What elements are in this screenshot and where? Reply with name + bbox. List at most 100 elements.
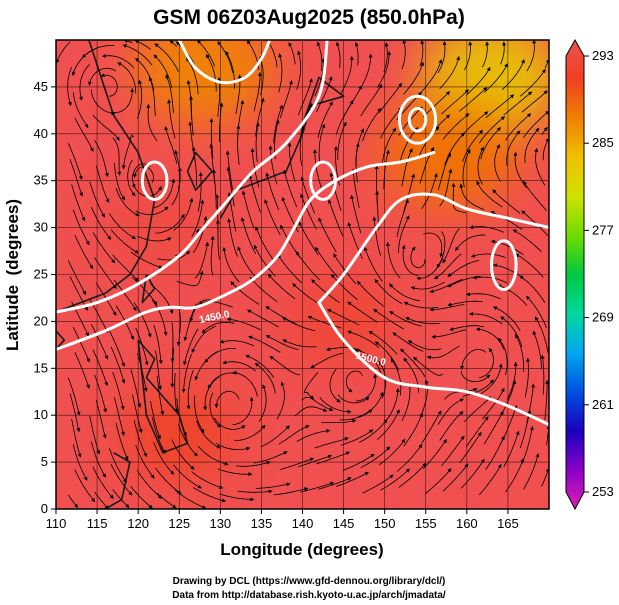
streamline-65 xyxy=(421,410,442,444)
streamline-107 xyxy=(301,396,334,412)
streamline-289 xyxy=(90,206,112,240)
x-tick-label-125: 125 xyxy=(168,516,190,531)
streamline-358 xyxy=(524,127,540,163)
streamline-415 xyxy=(205,54,217,92)
streamline-277 xyxy=(328,199,344,237)
streamline-12 xyxy=(317,477,352,490)
streamline-13 xyxy=(336,471,369,487)
streamline-110 xyxy=(355,373,378,402)
grid-lines xyxy=(55,40,549,510)
height-contour-2 xyxy=(317,192,549,305)
streamline-205 xyxy=(311,279,340,303)
streamline-45 xyxy=(503,430,520,467)
streamline-79 xyxy=(214,417,246,430)
streamline-103 xyxy=(209,392,222,428)
streamline-369 xyxy=(255,97,265,137)
streamline-84 xyxy=(321,419,357,424)
x-tick-label-120: 120 xyxy=(127,516,149,531)
streamline-139 xyxy=(460,371,491,383)
streamline-206 xyxy=(330,273,358,301)
streamline-39 xyxy=(378,438,406,466)
streamline-264 xyxy=(74,234,94,270)
streamline-129 xyxy=(222,360,256,372)
streamline-432 xyxy=(67,67,72,107)
streamline-160 xyxy=(368,330,398,355)
closed-contour-2 xyxy=(397,94,438,145)
streamline-352 xyxy=(399,126,419,162)
streamline-7 xyxy=(219,493,255,502)
streamline-102 xyxy=(194,395,205,434)
streamline-221 xyxy=(176,270,204,287)
streamline-268 xyxy=(155,213,185,234)
streamline-339 xyxy=(127,159,136,197)
streamline-409 xyxy=(90,89,116,116)
streamline-389 xyxy=(165,74,174,114)
streamline-174 xyxy=(183,328,199,366)
plot-area: 1450.0 1500.0 xyxy=(55,39,550,510)
streamline-387 xyxy=(136,79,143,119)
streamline-269 xyxy=(173,197,194,231)
streamline-96 xyxy=(69,393,81,433)
streamline-42 xyxy=(441,435,465,467)
streamline-454 xyxy=(526,40,537,72)
streamline-304 xyxy=(403,173,416,212)
streamline-398 xyxy=(360,84,383,117)
streamline-250 xyxy=(255,226,275,261)
streamline-354 xyxy=(444,132,465,165)
streamline-86 xyxy=(357,391,384,418)
streamline-204 xyxy=(292,283,322,306)
height-contour-4 xyxy=(177,40,272,85)
streamline-381 xyxy=(505,113,532,141)
streamline-218 xyxy=(113,279,137,312)
streamline-201 xyxy=(230,281,260,305)
streamline-243 xyxy=(130,251,163,269)
streamline-294 xyxy=(197,171,203,212)
streamline-140 xyxy=(479,347,495,379)
streamline-142 xyxy=(514,333,524,373)
streamline-433 xyxy=(78,64,90,101)
streamline-21 xyxy=(505,458,525,493)
streamline-19 xyxy=(460,458,485,489)
streamline-390 xyxy=(186,79,192,120)
streamline-85 xyxy=(339,409,373,421)
streamline-100 xyxy=(150,401,161,440)
closed-contour-0 xyxy=(140,160,169,201)
streamline-72 xyxy=(71,418,82,458)
streamline-335 xyxy=(534,147,546,186)
streamline-182 xyxy=(327,308,360,326)
streamline-91 xyxy=(464,396,492,423)
streamline-435 xyxy=(101,53,135,69)
streamline-401 xyxy=(423,91,451,118)
x-tick-label-135: 135 xyxy=(251,516,273,531)
streamline-290 xyxy=(109,213,137,240)
streamline-327 xyxy=(383,149,390,190)
streamline-233 xyxy=(401,244,419,276)
streamline-350 xyxy=(355,128,365,167)
streamline-380 xyxy=(478,116,506,144)
streamline-428 xyxy=(483,63,508,93)
streamline-246 xyxy=(192,216,208,254)
streamline-10 xyxy=(273,487,309,496)
streamline-349 xyxy=(337,121,347,161)
streamline-317 xyxy=(174,149,181,190)
streamline-153 xyxy=(219,339,255,347)
streamline-404 xyxy=(485,94,515,119)
streamline-95 xyxy=(544,379,549,420)
streamline-283 xyxy=(442,228,460,264)
streamline-305 xyxy=(421,173,438,210)
streamline-138 xyxy=(412,356,444,376)
streamline-348 xyxy=(318,123,326,163)
streamline-412 xyxy=(135,57,155,91)
x-tick-label-155: 155 xyxy=(415,516,437,531)
streamline-436 xyxy=(122,44,153,66)
streamline-166 xyxy=(500,316,523,347)
streamline-410 xyxy=(100,73,118,97)
streamline-420 xyxy=(314,57,326,97)
streamline-40 xyxy=(396,443,423,472)
streamline-197 xyxy=(176,306,181,347)
x-tick-label-110: 110 xyxy=(46,516,67,531)
streamline-176 xyxy=(201,322,235,334)
streamline-117 xyxy=(506,361,518,401)
streamline-406 xyxy=(521,90,548,113)
streamline-120 xyxy=(67,377,81,416)
